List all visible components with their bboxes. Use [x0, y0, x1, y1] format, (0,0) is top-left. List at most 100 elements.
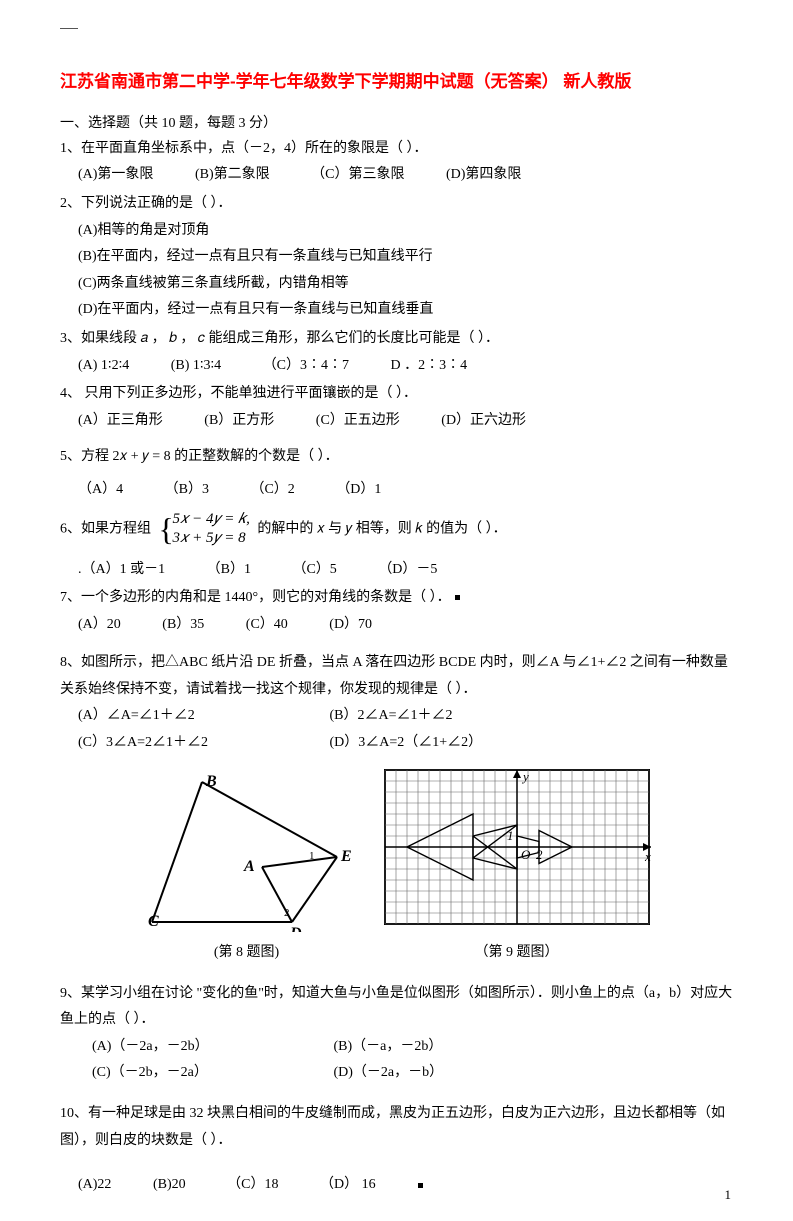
- q4-stem: 只用下列正多边形，不能单独进行平面镶嵌的是（ ）．: [81, 386, 417, 401]
- q4-opt-c: (C）正五边形: [316, 408, 400, 435]
- q3-opt-c: （C）3∶4∶7: [263, 353, 349, 380]
- q2-options: (A)相等的角是对顶角 (B)在平面内，经过一点有且只有一条直线与已知直线平行 …: [60, 218, 733, 324]
- svg-text:C: C: [148, 913, 159, 930]
- q7-stem: 一个多边形的内角和是 1440°，则它的对角线的条数是（ ）．: [81, 590, 451, 605]
- q3-opt-a: (A) 1∶2∶4: [78, 353, 129, 380]
- q4-options: (A）正三角形 (B）正方形 (C）正五边形 (D）正六边形: [60, 408, 733, 435]
- brace-icon: {: [159, 510, 174, 549]
- header-rule: [60, 28, 78, 29]
- svg-text:1: 1: [309, 850, 315, 862]
- q6-equation-system: { 5𝑥 − 4𝑦 = 𝑘, 3𝑥 + 5𝑦 = 8: [159, 510, 250, 549]
- q6-prefix: 如果方程组: [81, 521, 151, 536]
- figure-9-svg: Oxy12: [382, 767, 652, 932]
- q5-stem: 方程 2𝑥 + 𝑦 = 8 的正整数解的个数是（ ）．: [81, 449, 339, 464]
- question-8: 8、如图所示，把△ABC 纸片沿 DE 折叠，当点 A 落在四边形 BCDE 内…: [60, 650, 733, 756]
- q6-suffix: 的解中的 𝑥 与 𝑦 相等，则 𝑘 的值为（ ）．: [257, 521, 506, 536]
- q4-num: 4、: [60, 386, 81, 401]
- q6-num: 6、: [60, 521, 81, 536]
- q8-num: 8、: [60, 655, 81, 670]
- figure-8-caption: (第 8 题图): [142, 941, 352, 961]
- section-heading: 一、选择题（共 10 题，每题 3 分）: [60, 112, 733, 132]
- q7-options: (A）20 (B）35 (C）40 (D）70: [60, 612, 733, 639]
- q10-stem: 有一种足球是由 32 块黑白相间的牛皮缝制而成，黑皮为正五边形，白皮为正六边形，…: [60, 1106, 725, 1148]
- svg-text:y: y: [521, 769, 529, 784]
- q5-opt-d: （D）1: [336, 477, 381, 504]
- q5-options: （A）4 （B）3 （C）2 （D）1: [60, 477, 733, 504]
- q1-opt-d: (D)第四象限: [446, 162, 521, 189]
- page-number: 1: [725, 1187, 732, 1203]
- q3-options: (A) 1∶2∶4 (B) 1∶3∶4 （C）3∶4∶7 D ．2∶3∶4: [60, 353, 733, 380]
- q1-opt-a: (A)第一象限: [78, 162, 153, 189]
- q4-opt-d: (D）正六边形: [441, 408, 526, 435]
- q9-opt-d: (D)（－2a，－b）: [334, 1060, 444, 1087]
- square-icon: [455, 595, 460, 600]
- figure-9: Oxy12 （第 9 题图）: [382, 767, 652, 961]
- q1-stem: 在平面直角坐标系中，点（－2，4）所在的象限是（ ）．: [81, 141, 428, 156]
- svg-text:B: B: [205, 773, 217, 790]
- q3-opt-d: D ．2∶3∶4: [391, 353, 468, 380]
- q9-num: 9、: [60, 986, 81, 1001]
- question-2: 2、下列说法正确的是（ ）． (A)相等的角是对顶角 (B)在平面内，经过一点有…: [60, 191, 733, 324]
- q3-stem: 如果线段 𝑎 ， 𝑏 ， 𝑐 能组成三角形，那么它们的长度比可能是（ ）．: [81, 331, 499, 346]
- q1-opt-c: （C）第三象限: [311, 162, 404, 189]
- svg-text:E: E: [340, 848, 352, 865]
- q10-options: (A)22 (B)20 （C）18 （D） 16: [60, 1172, 733, 1199]
- q7-num: 7、: [60, 590, 81, 605]
- q10-num: 10、: [60, 1106, 88, 1121]
- q1-options: (A)第一象限 (B)第二象限 （C）第三象限 (D)第四象限: [60, 162, 733, 189]
- question-6: 6、如果方程组 { 5𝑥 − 4𝑦 = 𝑘, 3𝑥 + 5𝑦 = 8 的解中的 …: [60, 510, 733, 584]
- q8-opt-b: (B）2∠A=∠1＋∠2: [330, 703, 453, 730]
- svg-text:A: A: [243, 858, 255, 875]
- q5-opt-a: （A）4: [78, 477, 123, 504]
- q7-opt-d: (D）70: [329, 612, 372, 639]
- q6-opt-d: （D）－5: [378, 557, 437, 584]
- q8-options: (A）∠A=∠1＋∠2 (B）2∠A=∠1＋∠2 (C）3∠A=2∠1＋∠2 (…: [60, 703, 733, 756]
- q8-stem: 如图所示，把△ABC 纸片沿 DE 折叠，当点 A 落在四边形 BCDE 内时，…: [60, 655, 728, 697]
- q8-opt-c: (C）3∠A=2∠1＋∠2: [78, 730, 288, 757]
- svg-text:2: 2: [284, 907, 290, 919]
- q6-opt-c: （C）5: [292, 557, 336, 584]
- question-3: 3、如果线段 𝑎 ， 𝑏 ， 𝑐 能组成三角形，那么它们的长度比可能是（ ）． …: [60, 326, 733, 379]
- question-4: 4、 只用下列正多边形，不能单独进行平面镶嵌的是（ ）． (A）正三角形 (B）…: [60, 381, 733, 434]
- q9-opt-c: (C)（－2b，－2a）: [92, 1060, 292, 1087]
- q5-num: 5、: [60, 449, 81, 464]
- figure-8-svg: B C D E A 1 2: [142, 772, 352, 932]
- svg-text:2: 2: [536, 847, 543, 862]
- q10-opt-c: （C）18: [227, 1172, 278, 1199]
- q5-opt-c: （C）2: [250, 477, 294, 504]
- q7-opt-a: (A）20: [78, 612, 121, 639]
- q2-stem: 下列说法正确的是（ ）．: [81, 196, 232, 211]
- q2-opt-d: (D)在平面内，经过一点有且只有一条直线与已知直线垂直: [78, 297, 733, 324]
- question-1: 1、在平面直角坐标系中，点（－2，4）所在的象限是（ ）． (A)第一象限 (B…: [60, 136, 733, 189]
- q4-opt-b: (B）正方形: [204, 408, 274, 435]
- q6-opt-b: （B）1: [207, 557, 251, 584]
- q10-opt-b: (B)20: [153, 1172, 186, 1199]
- question-7: 7、一个多边形的内角和是 1440°，则它的对角线的条数是（ ）． (A）20 …: [60, 585, 733, 638]
- q3-opt-b: (B) 1∶3∶4: [171, 353, 221, 380]
- q6-eq-top: 5𝑥 − 4𝑦 = 𝑘,: [173, 510, 250, 530]
- q9-opt-b: (B)（－a，－2b）: [334, 1034, 443, 1061]
- figures-row: B C D E A 1 2 (第 8 题图) Oxy12 （第 9 题图）: [60, 767, 733, 961]
- q7-opt-b: (B）35: [162, 612, 204, 639]
- square-icon: [418, 1183, 423, 1188]
- q7-opt-c: (C）40: [246, 612, 288, 639]
- svg-text:D: D: [289, 925, 302, 932]
- question-5: 5、方程 2𝑥 + 𝑦 = 8 的正整数解的个数是（ ）． （A）4 （B）3 …: [60, 444, 733, 503]
- figure-8: B C D E A 1 2 (第 8 题图): [142, 772, 352, 961]
- q1-num: 1、: [60, 141, 81, 156]
- q10-opt-a: (A)22: [78, 1172, 111, 1199]
- figure-9-caption: （第 9 题图）: [382, 941, 652, 961]
- q4-opt-a: (A）正三角形: [78, 408, 163, 435]
- q9-options: (A)（－2a，－2b） (B)（－a，－2b） (C)（－2b，－2a） (D…: [60, 1034, 733, 1087]
- svg-text:O: O: [521, 847, 531, 862]
- q2-opt-c: (C)两条直线被第三条直线所截，内错角相等: [78, 271, 733, 298]
- q6-opt-a: （A）1 或－1: [82, 557, 166, 584]
- q3-num: 3、: [60, 331, 81, 346]
- q8-opt-a: (A）∠A=∠1＋∠2: [78, 703, 288, 730]
- q10-opt-d: （D） 16: [320, 1172, 376, 1199]
- q6-options: .（A）1 或－1 （B）1 （C）5 （D）－5: [60, 557, 733, 584]
- q9-stem: 某学习小组在讨论 "变化的鱼"时，知道大鱼与小鱼是位似图形（如图所示）．则小鱼上…: [60, 986, 732, 1028]
- q5-opt-b: （B）3: [165, 477, 209, 504]
- q1-opt-b: (B)第二象限: [195, 162, 270, 189]
- q2-opt-a: (A)相等的角是对顶角: [78, 218, 733, 245]
